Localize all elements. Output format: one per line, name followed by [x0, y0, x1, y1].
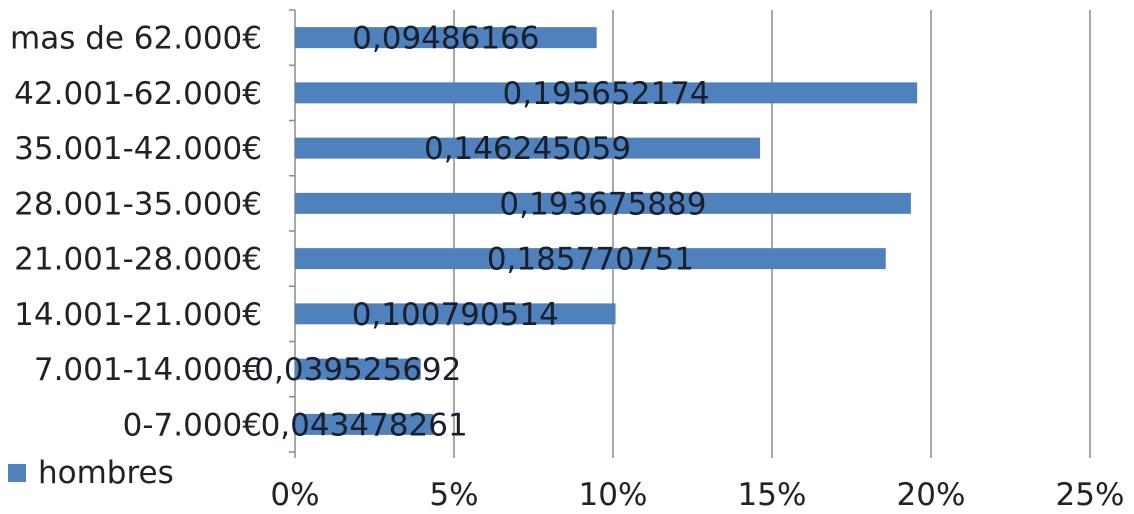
data-label: 0,193675889: [499, 186, 706, 222]
legend-swatch: [8, 464, 26, 482]
category-label: 21.001-28.000€: [14, 242, 262, 278]
bar: [295, 358, 421, 380]
data-label: 0,043478261: [261, 407, 468, 443]
bar: [295, 137, 761, 159]
category-label: 0-7.000€: [123, 407, 262, 443]
bar: [295, 248, 886, 270]
bar: [295, 82, 918, 104]
x-tick-label: 10%: [579, 477, 648, 513]
data-label: 0,195652174: [503, 76, 710, 112]
x-tick-label: 15%: [738, 477, 807, 513]
legend-label: hombres: [38, 455, 174, 491]
category-label: 28.001-35.000€: [14, 186, 262, 222]
bar: [295, 303, 616, 325]
data-label: 0,09486166: [352, 21, 539, 57]
data-label: 0,100790514: [352, 297, 559, 333]
category-label: 35.001-42.000€: [14, 131, 262, 167]
data-label: 0,146245059: [424, 131, 631, 167]
data-label: 0,185770751: [487, 242, 694, 278]
bar: [295, 27, 597, 49]
x-tick-label: 25%: [1056, 477, 1125, 513]
category-label: 42.001-62.000€: [14, 76, 262, 112]
category-label: 14.001-21.000€: [14, 297, 262, 333]
x-tick-label: 5%: [429, 477, 478, 513]
category-label: 7.001-14.000€: [34, 352, 262, 388]
category-label: mas de 62.000€: [10, 21, 262, 57]
bar: [295, 192, 911, 214]
x-tick-label: 0%: [270, 477, 319, 513]
data-label: 0,039525692: [254, 352, 461, 388]
bar: [295, 413, 434, 435]
legend: hombres: [8, 455, 174, 491]
x-tick-label: 20%: [897, 477, 966, 513]
